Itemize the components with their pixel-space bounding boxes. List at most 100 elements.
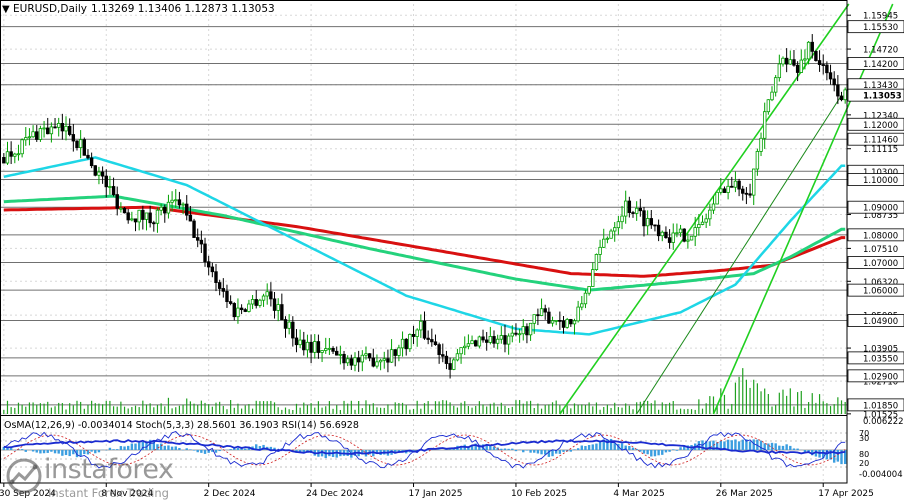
rsi-line [3, 439, 846, 455]
candle-body [503, 335, 507, 345]
candle-body [708, 209, 712, 220]
candle [839, 91, 844, 102]
osma-bar [778, 445, 781, 450]
candle-body [799, 59, 803, 73]
candle-body [554, 319, 558, 322]
candle [35, 124, 39, 142]
candle [210, 262, 215, 278]
candle [437, 342, 441, 364]
candle [499, 326, 504, 344]
candle-body [261, 295, 266, 301]
osma-bar [200, 450, 203, 453]
candle-body [265, 291, 269, 297]
candle-body [843, 89, 847, 101]
indicator-pane[interactable] [0, 430, 847, 469]
candle-body [671, 232, 675, 243]
level-label: 1.15530 [863, 23, 898, 33]
osma-bar [843, 450, 847, 465]
candle [13, 152, 17, 164]
candle-body [693, 227, 697, 237]
osma-bar [675, 450, 679, 451]
candle-body [536, 314, 540, 317]
level-label-box [847, 132, 904, 146]
candle [656, 219, 661, 242]
candle-body [60, 123, 65, 132]
level-label-box [847, 351, 904, 365]
osma-bar [189, 449, 192, 450]
osma-bar [269, 446, 273, 450]
candle [199, 230, 204, 253]
candle-body [280, 304, 284, 320]
candle-body [773, 77, 778, 93]
candle [75, 140, 79, 151]
osma-bar [770, 442, 774, 450]
candle [803, 49, 807, 70]
candle-body [287, 321, 291, 329]
candle [174, 189, 178, 208]
osma-bar [789, 445, 792, 450]
candle [550, 316, 555, 327]
level-label: 1.14200 [863, 60, 898, 70]
candle [748, 183, 752, 198]
candle [430, 328, 434, 347]
osma-bar [792, 448, 796, 450]
osma-bar [653, 450, 657, 457]
price-tick-label: 1.07510 [863, 245, 898, 255]
candle-body [228, 301, 233, 304]
candle-body [510, 332, 514, 337]
candle [130, 211, 134, 222]
candle-body [616, 221, 621, 229]
candle [634, 201, 639, 221]
candle [371, 348, 375, 368]
osma-bar [211, 450, 214, 452]
osma-bar [514, 450, 518, 452]
candle-body [31, 131, 35, 138]
candle [686, 233, 690, 249]
candle-body [613, 227, 617, 232]
menu-arrow-icon[interactable]: ▼ [2, 4, 10, 15]
candle-body [437, 344, 441, 355]
candle-body [56, 123, 61, 128]
candle [455, 348, 460, 362]
osma-bar [31, 450, 35, 452]
candle-body [192, 220, 196, 238]
osma-bar [178, 447, 181, 450]
candle [426, 330, 430, 345]
candle [144, 212, 149, 231]
candle-body [722, 188, 727, 193]
osma-bar [478, 444, 481, 450]
price-tick-label: 1.14720 [863, 46, 898, 56]
level-label-box [847, 20, 904, 34]
candle [345, 355, 350, 367]
candle-body [364, 353, 368, 356]
candle-body [42, 127, 46, 130]
candle-body [634, 207, 639, 214]
osma-scale-bottom: -0.004004 [859, 470, 903, 480]
candle [24, 127, 28, 146]
candle-body [360, 354, 365, 363]
candle-body [177, 199, 182, 206]
candle [217, 279, 222, 296]
candle-body [298, 339, 302, 346]
candle [378, 358, 383, 371]
candle [602, 228, 606, 248]
candle-body [159, 206, 163, 211]
osc-tick-label: 20 [859, 459, 869, 468]
osma-bar [569, 450, 573, 452]
osma-bar [562, 450, 565, 452]
candle-body [484, 339, 489, 343]
candle [316, 334, 321, 359]
osma-bar [116, 449, 119, 450]
level-label-box [847, 398, 904, 412]
candle-body [382, 358, 386, 361]
candle [309, 334, 313, 364]
watermark-brand: instaforex [44, 454, 174, 485]
candle-body [664, 231, 668, 239]
candle-body [591, 269, 595, 287]
candle [613, 222, 617, 242]
candle-body [126, 212, 130, 221]
candle [2, 153, 6, 164]
price-tick-label: 1.01525 [863, 410, 898, 420]
